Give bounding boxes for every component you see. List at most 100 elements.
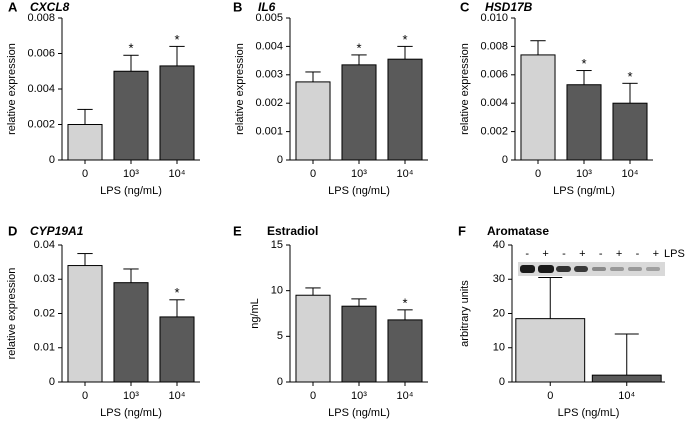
- x-tick-label: 10³: [351, 168, 367, 180]
- x-axis-label: LPS (ng/mL): [558, 407, 620, 419]
- y-tick-label: 10: [271, 285, 283, 297]
- y-tick-label: 0.002: [255, 97, 283, 109]
- panel-label: B: [233, 0, 242, 14]
- blot-lane-label: -: [525, 248, 529, 260]
- x-tick-label: 10⁴: [618, 390, 635, 402]
- y-tick-label: 0.002: [480, 126, 508, 138]
- chart-title: Estradiol: [267, 224, 318, 238]
- significance-mark: *: [402, 32, 407, 47]
- y-axis-label: relative expression: [459, 43, 471, 135]
- blot-lane-label: -: [636, 248, 640, 260]
- y-tick-label: 0.010: [480, 12, 508, 24]
- blot-lane-label: -: [562, 248, 566, 260]
- significance-mark: *: [174, 285, 179, 300]
- x-axis-label: LPS (ng/mL): [328, 407, 390, 419]
- x-tick-label: 10⁴: [169, 390, 186, 402]
- bar: [67, 265, 103, 383]
- y-tick-label: 0.004: [255, 40, 283, 52]
- y-tick-label: 0.005: [255, 12, 283, 24]
- bar: [67, 124, 103, 161]
- y-tick-label: 0.02: [34, 307, 55, 319]
- y-tick-label: 5: [277, 330, 283, 342]
- significance-mark: *: [402, 295, 407, 310]
- blot-lane-label: -: [599, 248, 603, 260]
- blot-background: [518, 262, 665, 276]
- chart-title: IL6: [258, 0, 276, 14]
- significance-mark: *: [356, 40, 361, 55]
- bar: [341, 305, 377, 383]
- x-tick-label: 10³: [123, 168, 139, 180]
- y-axis-label: ng/mL: [249, 298, 261, 329]
- significance-mark: *: [581, 56, 586, 71]
- blot-lane-label: +: [653, 248, 659, 260]
- x-axis-label: LPS (ng/mL): [100, 407, 162, 419]
- y-tick-label: 0.008: [27, 12, 55, 24]
- y-tick-label: 0.006: [480, 69, 508, 81]
- bar: [159, 65, 195, 161]
- blot-lane-label: +: [579, 248, 585, 260]
- panel-label: C: [460, 0, 470, 14]
- x-tick-label: 10³: [351, 390, 367, 402]
- y-tick-label: 40: [493, 239, 505, 251]
- x-axis-label: LPS (ng/mL): [100, 185, 162, 197]
- panel-label: E: [233, 223, 242, 238]
- y-tick-label: 0: [49, 154, 55, 166]
- bar: [341, 64, 377, 161]
- bar: [295, 81, 331, 161]
- significance-mark: *: [174, 32, 179, 47]
- chart-title: Aromatase: [487, 224, 549, 238]
- y-tick-label: 0.008: [480, 40, 508, 52]
- y-tick-label: 0: [277, 376, 283, 388]
- y-tick-label: 0: [499, 376, 505, 388]
- x-tick-label: 10³: [123, 390, 139, 402]
- y-tick-label: 0.04: [34, 239, 55, 251]
- bar: [566, 84, 602, 161]
- significance-mark: *: [627, 69, 632, 84]
- y-tick-label: 0.003: [255, 69, 283, 81]
- x-axis-label: LPS (ng/mL): [553, 185, 615, 197]
- y-axis-label: relative expression: [6, 43, 18, 135]
- x-axis-label: LPS (ng/mL): [328, 185, 390, 197]
- x-tick-label: 0: [310, 168, 316, 180]
- y-tick-label: 0.004: [27, 83, 55, 95]
- bar: [591, 374, 662, 383]
- chart-title: HSD17B: [485, 0, 533, 14]
- y-tick-label: 0.01: [34, 342, 55, 354]
- y-tick-label: 0.03: [34, 273, 55, 285]
- y-tick-label: 0.006: [27, 47, 55, 59]
- panel-label: F: [458, 223, 466, 238]
- chart-title: CYP19A1: [30, 224, 84, 238]
- y-tick-label: 0.004: [480, 97, 508, 109]
- x-tick-label: 0: [535, 168, 541, 180]
- y-axis-label: arbitrary units: [459, 280, 471, 347]
- bar: [295, 294, 331, 383]
- y-tick-label: 0: [502, 154, 508, 166]
- panel-label: A: [8, 0, 18, 14]
- bar: [113, 70, 149, 161]
- blot-lane-label: +: [542, 248, 548, 260]
- y-tick-label: 0: [49, 376, 55, 388]
- x-tick-label: 10⁴: [397, 168, 414, 180]
- chart-title: CXCL8: [30, 0, 70, 14]
- y-tick-label: 0.002: [27, 118, 55, 130]
- blot-side-label: LPS: [664, 248, 685, 260]
- x-tick-label: 10³: [576, 168, 592, 180]
- significance-mark: *: [128, 41, 133, 56]
- x-tick-label: 10⁴: [169, 168, 186, 180]
- y-tick-label: 15: [271, 239, 283, 251]
- y-tick-label: 20: [493, 307, 505, 319]
- y-axis-label: relative expression: [234, 43, 246, 135]
- y-tick-label: 0.001: [255, 126, 283, 138]
- x-tick-label: 0: [82, 168, 88, 180]
- x-tick-label: 0: [547, 390, 553, 402]
- x-tick-label: 0: [82, 390, 88, 402]
- bar: [520, 54, 556, 161]
- y-axis-label: relative expression: [6, 268, 18, 360]
- y-tick-label: 10: [493, 342, 505, 354]
- x-tick-label: 0: [310, 390, 316, 402]
- x-tick-label: 10⁴: [622, 168, 639, 180]
- y-tick-label: 0: [277, 154, 283, 166]
- y-tick-label: 30: [493, 273, 505, 285]
- bar: [387, 58, 423, 161]
